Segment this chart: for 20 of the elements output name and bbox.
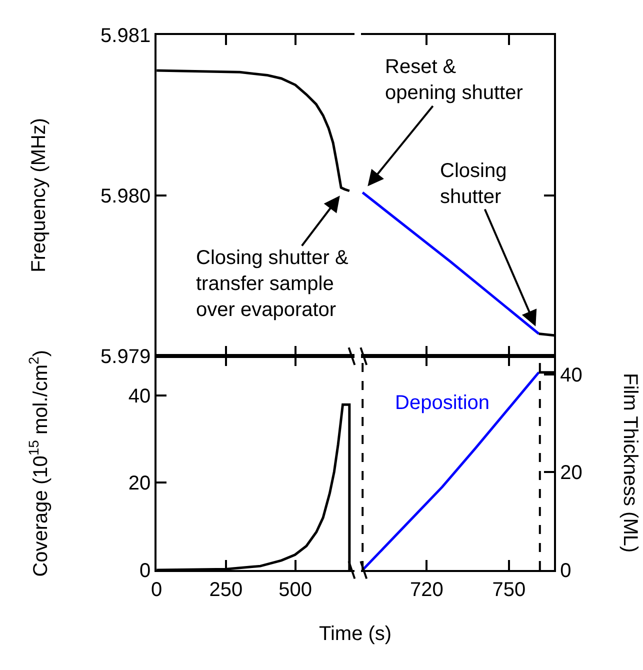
y-tick-label: 5.980 [100,186,151,208]
y-axis-title: Film Thickness (ML) [619,372,642,553]
y-tick-label: 20 [128,472,151,495]
y-tick-label: 40 [128,386,151,408]
annotation: Closing shutter [440,160,507,208]
annotation: Closing shutter & transfer sample over evaporator [196,247,349,321]
y-tick-label: 5.979 [100,346,151,368]
y-tick-label: 0 [139,560,151,582]
y-tick-label: 40 [560,364,582,386]
y-tick-label: 0 [560,560,572,582]
annotation: Reset & opening shutter [385,56,524,104]
y-tick-label: 5.981 [100,25,151,48]
x-tick-label: 720 [410,578,444,601]
y-tick-label: 20 [560,462,582,484]
x-axis-title: Time (s) [319,623,392,645]
x-tick-label: 250 [209,578,243,601]
y-axis-title: Frequency (MHz) [28,118,50,272]
series-label: Deposition [395,392,490,414]
x-tick-label: 750 [492,578,526,601]
x-tick-label: 500 [278,578,312,601]
